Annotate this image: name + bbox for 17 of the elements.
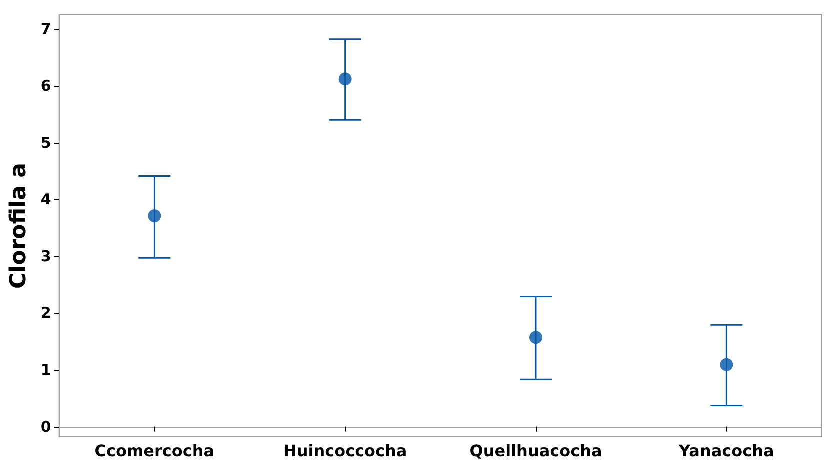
point bbox=[720, 358, 734, 372]
x-tick-label: Huincoccocha bbox=[283, 442, 408, 460]
y-tick-label: 1 bbox=[40, 360, 52, 379]
y-tick-label: 4 bbox=[40, 190, 52, 209]
y-tick-label: 5 bbox=[40, 134, 52, 152]
x-tick-label: Quellhuacocha bbox=[470, 442, 602, 460]
y-tick-label: 2 bbox=[40, 304, 52, 322]
x-tick-label: Yanacocha bbox=[678, 442, 774, 460]
x-tick-label: Ccomercocha bbox=[94, 442, 215, 460]
y-axis-title: Clorofila a bbox=[6, 163, 32, 289]
y-tick-label: 3 bbox=[40, 247, 52, 266]
y-tick-label: 6 bbox=[40, 76, 52, 95]
point bbox=[530, 331, 542, 344]
y-tick-label: 7 bbox=[40, 20, 52, 38]
point bbox=[338, 72, 352, 86]
point bbox=[148, 210, 162, 223]
y-tick-label: 0 bbox=[40, 418, 52, 436]
